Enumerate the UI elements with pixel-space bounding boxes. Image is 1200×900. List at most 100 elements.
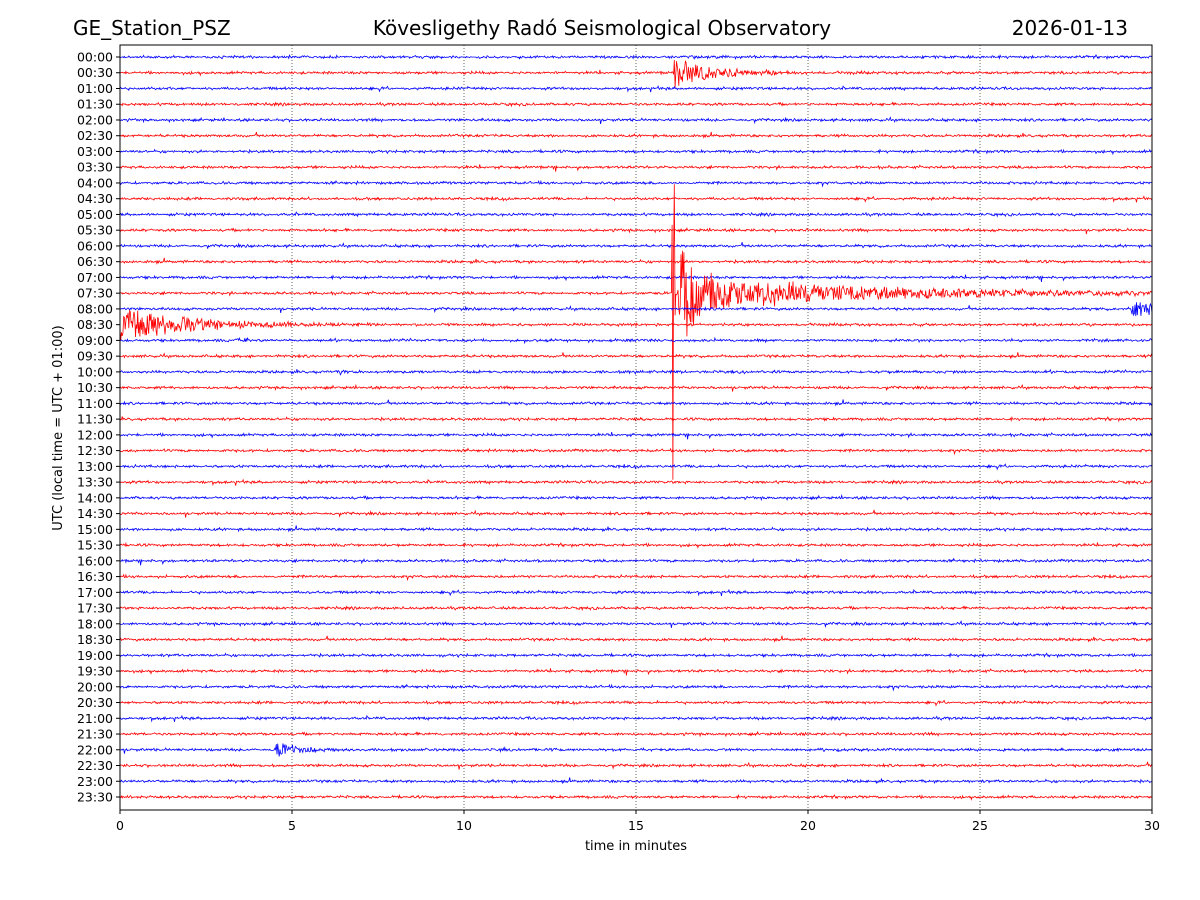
trace-03:30 xyxy=(120,164,1152,172)
trace-22:00 xyxy=(120,743,1152,757)
y-tick-label: 20:00 xyxy=(77,679,113,694)
y-tick-label: 02:30 xyxy=(77,128,113,143)
y-tick-label: 19:30 xyxy=(77,664,113,679)
y-tick-label: 08:30 xyxy=(77,317,113,332)
trace-21:00 xyxy=(120,714,1152,723)
y-tick-label: 00:00 xyxy=(77,50,113,65)
traces xyxy=(120,54,1152,801)
trace-21:30 xyxy=(120,730,1152,738)
x-tick-label: 15 xyxy=(628,818,644,833)
trace-18:00 xyxy=(120,620,1152,629)
y-tick-label: 23:30 xyxy=(77,790,113,805)
y-tick-label: 11:00 xyxy=(77,396,113,411)
y-tick-label: 18:00 xyxy=(77,616,113,631)
trace-01:00 xyxy=(120,85,1152,93)
y-tick-label: 03:30 xyxy=(77,160,113,175)
y-tick-label: 02:00 xyxy=(77,112,113,127)
trace-05:30 xyxy=(120,227,1152,235)
trace-18:30 xyxy=(120,635,1152,643)
trace-19:30 xyxy=(120,668,1152,676)
y-tick-label: 23:00 xyxy=(77,774,113,789)
y-tick-label: 14:30 xyxy=(77,506,113,521)
y-tick-label: 05:30 xyxy=(77,223,113,238)
trace-23:00 xyxy=(120,777,1152,785)
y-tick-label: 09:00 xyxy=(77,333,113,348)
y-tick-label: 04:30 xyxy=(77,191,113,206)
trace-16:30 xyxy=(120,573,1152,582)
chart-date: 2026-01-13 xyxy=(1012,16,1128,40)
x-tick-label: 5 xyxy=(288,818,296,833)
x-tick-label: 25 xyxy=(972,818,988,833)
trace-10:00 xyxy=(120,368,1152,376)
trace-00:00 xyxy=(120,54,1152,61)
trace-13:00 xyxy=(120,463,1152,471)
y-tick-label: 12:30 xyxy=(77,443,113,458)
trace-15:00 xyxy=(120,525,1152,533)
x-tick-label: 20 xyxy=(800,818,816,833)
trace-10:30 xyxy=(120,383,1152,392)
trace-00:30 xyxy=(120,59,1152,88)
trace-08:00 xyxy=(120,302,1152,317)
y-tick-label: 12:00 xyxy=(77,427,113,442)
y-tick-label: 19:00 xyxy=(77,648,113,663)
y-tick-label: 04:00 xyxy=(77,175,113,190)
y-tick-label: 16:00 xyxy=(77,553,113,568)
y-tick-label: 06:30 xyxy=(77,254,113,269)
trace-06:00 xyxy=(120,242,1152,249)
y-tick-label: 07:30 xyxy=(77,286,113,301)
y-tick-label: 20:30 xyxy=(77,695,113,710)
trace-05:00 xyxy=(120,211,1152,218)
trace-15:30 xyxy=(120,541,1152,549)
trace-09:30 xyxy=(120,352,1152,360)
x-tick-label: 10 xyxy=(456,818,472,833)
y-tick-label: 17:00 xyxy=(77,585,113,600)
y-axis: 00:0000:3001:0001:3002:0002:3003:0003:30… xyxy=(77,50,120,805)
trace-04:30 xyxy=(120,195,1152,203)
y-tick-label: 14:00 xyxy=(77,490,113,505)
y-tick-label: 16:30 xyxy=(77,569,113,584)
y-tick-label: 15:00 xyxy=(77,522,113,537)
y-tick-label: 09:30 xyxy=(77,349,113,364)
trace-07:00 xyxy=(120,274,1152,282)
y-tick-label: 11:30 xyxy=(77,412,113,427)
grid-lines xyxy=(291,45,981,810)
y-tick-label: 18:30 xyxy=(77,632,113,647)
trace-09:00 xyxy=(120,336,1152,345)
station-name: GE_Station_PSZ xyxy=(73,16,231,40)
trace-12:00 xyxy=(120,432,1152,440)
trace-13:30 xyxy=(120,478,1152,487)
trace-19:00 xyxy=(120,652,1152,659)
y-axis-label: UTC (local time = UTC + 01:00) xyxy=(51,325,66,530)
y-tick-label: 22:30 xyxy=(77,758,113,773)
y-tick-label: 17:30 xyxy=(77,601,113,616)
y-tick-label: 21:00 xyxy=(77,711,113,726)
y-tick-label: 07:00 xyxy=(77,270,113,285)
trace-06:30 xyxy=(120,257,1152,265)
y-tick-label: 01:00 xyxy=(77,81,113,96)
x-axis: 0 5 10 15 20 25 30 xyxy=(116,810,1160,833)
y-tick-label: 05:00 xyxy=(77,207,113,222)
y-tick-label: 10:00 xyxy=(77,364,113,379)
trace-17:30 xyxy=(120,605,1152,612)
trace-23:30 xyxy=(120,793,1152,801)
y-tick-label: 21:30 xyxy=(77,727,113,742)
trace-14:30 xyxy=(120,509,1152,518)
y-tick-label: 03:00 xyxy=(77,144,113,159)
trace-20:00 xyxy=(120,683,1152,692)
trace-16:00 xyxy=(120,557,1152,566)
x-tick-label: 30 xyxy=(1144,818,1160,833)
trace-12:30 xyxy=(120,447,1152,456)
y-tick-label: 10:30 xyxy=(77,380,113,395)
y-tick-label: 06:00 xyxy=(77,238,113,253)
trace-22:30 xyxy=(120,761,1152,770)
trace-20:30 xyxy=(120,699,1152,707)
trace-04:00 xyxy=(120,179,1152,188)
trace-07:30 xyxy=(120,184,1152,480)
y-tick-label: 01:30 xyxy=(77,97,113,112)
trace-02:30 xyxy=(120,131,1152,139)
trace-17:00 xyxy=(120,588,1152,597)
y-tick-label: 13:30 xyxy=(77,475,113,490)
trace-02:00 xyxy=(120,116,1152,125)
trace-14:00 xyxy=(120,493,1152,502)
